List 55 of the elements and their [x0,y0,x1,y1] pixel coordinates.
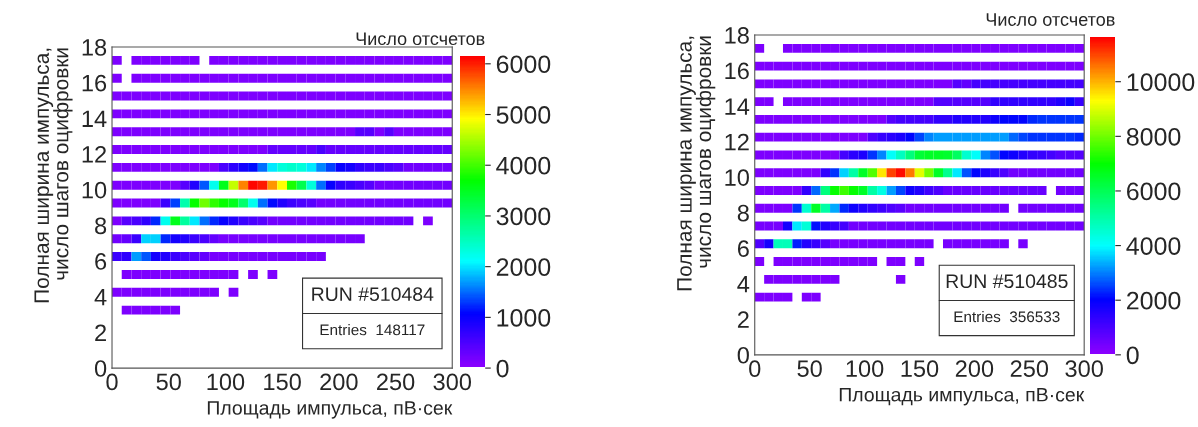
y-tick-label: 12 [725,133,749,151]
y-tick-label: 4 [737,276,750,293]
x-tick-label: 100 [846,360,884,378]
y-tick-label: 10 [725,169,749,186]
y-tick-label: 2 [737,311,749,328]
color-bar-label: 6000 [1127,182,1181,201]
y-tick-label: 4 [94,289,107,306]
y-tick-label: 8 [737,204,749,222]
x-tick-label: 200 [955,360,994,378]
x-axis-title: Площадь импульса, пВ·сек [839,387,1085,406]
y-tick-label: 16 [725,62,749,80]
x-tick-label: 200 [320,373,358,391]
y-tick-label: 8 [95,217,107,235]
x-tick-label: 100 [207,373,245,391]
color-bar-label: 6000 [496,55,551,74]
y-tick-label: 12 [82,146,106,163]
x-tick-label: 300 [433,373,472,391]
y-tick-label: 10 [82,181,107,199]
x-tick-label: 250 [377,373,415,391]
y-tick-label: 16 [82,74,107,92]
y-tick-label: 6 [95,253,107,270]
color-bar-label: 4000 [1126,237,1181,255]
y-axis-title: Полная ширина импульса, число шагов оцифровки [677,36,716,291]
y-tick-label: 0 [737,346,749,364]
y-axis-title: Полная ширина импульса, число шагов оцифровки [34,48,73,303]
color-bar-label: 5000 [496,106,551,124]
color-bar-label: 1000 [497,308,551,327]
annotation: RUN #510485 [946,274,1068,289]
y-tick-label: 6 [737,240,749,258]
y-tick-label: 18 [725,27,749,44]
color-bar-title: Число отсчетов [986,13,1115,26]
x-tick-label: 0 [749,360,761,378]
color-bar-label: 8000 [1126,127,1181,146]
y-tick-label: 18 [82,39,107,56]
color-bar-label: 2000 [1127,291,1181,310]
x-tick-label: 250 [1010,360,1049,378]
annotation: Entries 148117 [320,324,425,336]
x-tick-label: 300 [1065,360,1103,378]
color-bar-label: 10000 [1127,73,1195,92]
y-tick-label: 14 [725,98,750,115]
color-bar-label: 0 [1126,346,1139,365]
annotation: RUN #510484 [312,287,434,302]
color-bar-title: Число отсчетов [356,32,485,46]
annotation: Entries 356533 [954,310,1060,323]
y-tick-label: 2 [95,324,106,341]
x-tick-label: 50 [797,360,822,378]
x-axis-title: Площадь импульса, пВ·сек [207,401,453,419]
color-bar-label: 2000 [496,258,551,276]
color-bar-label: 3000 [496,207,551,226]
color-bar-label: 4000 [496,156,551,175]
x-tick-label: 0 [106,373,118,391]
x-tick-label: 50 [156,373,181,391]
x-tick-label: 150 [901,360,939,378]
y-tick-label: 14 [82,110,107,127]
x-tick-label: 150 [264,373,301,391]
